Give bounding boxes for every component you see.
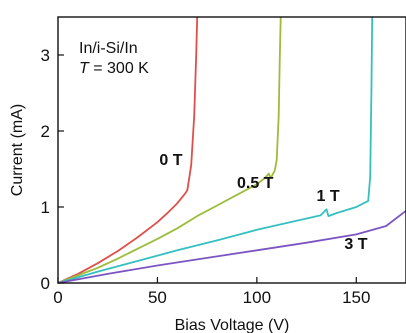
- x-tick-label-0: 0: [53, 288, 62, 307]
- series-layer: [57, 16, 406, 284]
- series-line-0: [57, 16, 199, 284]
- y-tick-label-1: 1: [41, 198, 50, 217]
- series-label-0: 0 T: [159, 152, 182, 169]
- plot-frame: [57, 16, 406, 284]
- series-line-2: [57, 16, 374, 284]
- y-tick-label-3: 3: [41, 46, 50, 65]
- series-label-2: 1 T: [317, 188, 340, 205]
- series-label-3: 3 T: [344, 236, 367, 253]
- labels-layer: 0 T 0.5 T 1 T 3 T: [159, 152, 367, 253]
- series-line-1: [57, 16, 282, 284]
- y-axis-title: Current (mA): [9, 104, 26, 196]
- y-tick-label-2: 2: [41, 122, 50, 141]
- x-axis-title: Bias Voltage (V): [175, 317, 290, 333]
- x-tick-label-1: 50: [148, 288, 167, 307]
- y-tick-label-0: 0: [41, 274, 50, 293]
- annotation-line1: In/i-Si/In: [79, 40, 138, 57]
- annotation-line2: T = 300 K: [79, 60, 149, 77]
- series-line-3: [57, 210, 406, 284]
- x-tick-label-2: 100: [243, 288, 271, 307]
- series-label-1: 0.5 T: [237, 175, 274, 192]
- ticks-layer: 0 50 100 150 0 1 2 3: [41, 46, 371, 307]
- x-tick-label-3: 150: [342, 288, 370, 307]
